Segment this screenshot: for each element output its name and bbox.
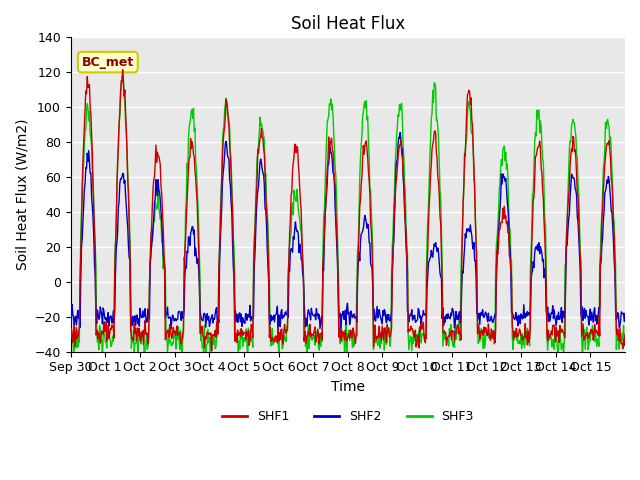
SHF3	[132, 340, 140, 346]
SHF3	[236, 338, 243, 344]
SHF2	[282, 312, 290, 318]
SHF2	[337, 328, 345, 334]
SHF1	[406, 328, 414, 334]
SHF3	[119, 72, 127, 77]
SHF2	[234, 320, 241, 325]
SHF1	[132, 338, 140, 344]
SHF1	[621, 331, 629, 337]
SHF1	[208, 348, 216, 354]
Line: SHF1: SHF1	[70, 70, 625, 351]
SHF2	[132, 323, 140, 328]
SHF3	[284, 324, 291, 330]
Title: Soil Heat Flux: Soil Heat Flux	[291, 15, 405, 33]
SHF1	[236, 331, 243, 336]
SHF2	[396, 130, 404, 135]
SHF3	[438, 228, 445, 233]
SHF2	[621, 311, 629, 316]
Legend: SHF1, SHF2, SHF3: SHF1, SHF2, SHF3	[217, 405, 479, 428]
Text: BC_met: BC_met	[82, 56, 134, 69]
SHF3	[262, 199, 270, 204]
SHF1	[284, 327, 291, 333]
SHF2	[261, 206, 269, 212]
SHF1	[262, 212, 270, 217]
SHF3	[621, 335, 629, 340]
SHF1	[438, 253, 445, 259]
SHF3	[141, 363, 148, 369]
SHF2	[406, 312, 414, 317]
Y-axis label: Soil Heat Flux (W/m2): Soil Heat Flux (W/m2)	[15, 119, 29, 270]
SHF2	[438, 275, 445, 281]
Line: SHF3: SHF3	[70, 74, 625, 366]
SHF2	[67, 325, 74, 331]
SHF3	[406, 333, 414, 339]
SHF1	[67, 337, 74, 343]
SHF3	[67, 343, 74, 348]
Line: SHF2: SHF2	[70, 132, 625, 331]
X-axis label: Time: Time	[331, 380, 365, 394]
SHF1	[119, 67, 127, 72]
